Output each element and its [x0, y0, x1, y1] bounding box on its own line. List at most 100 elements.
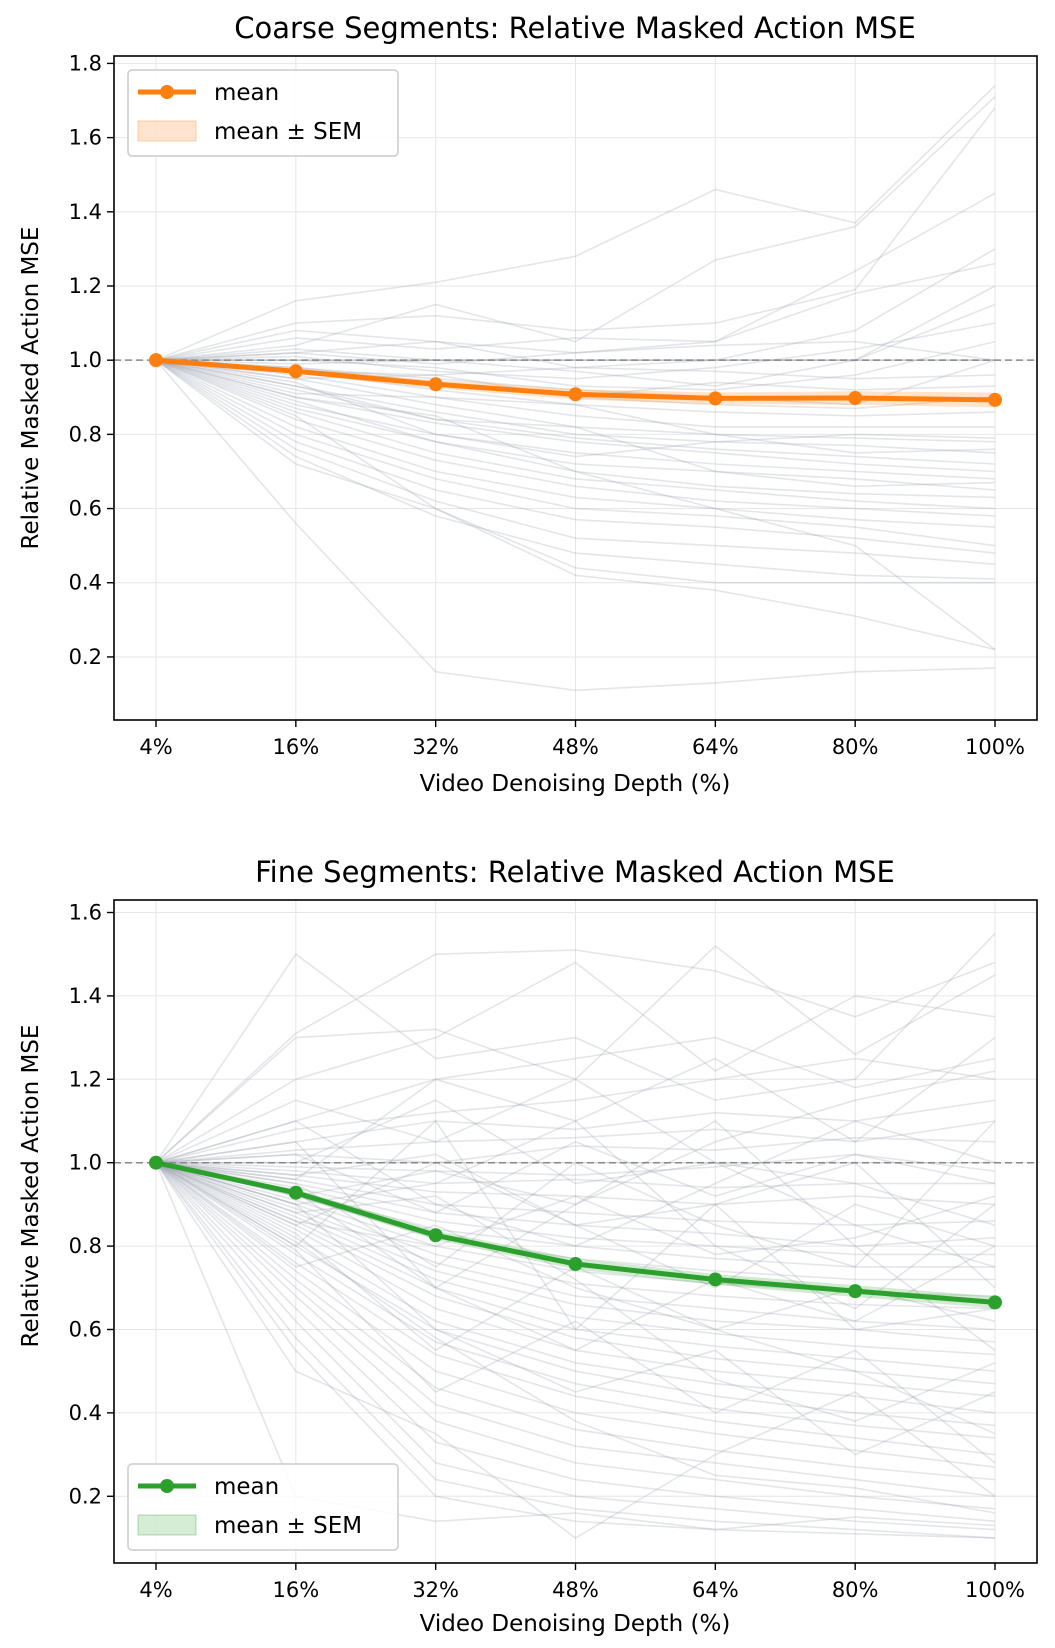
trace-line — [155, 359, 996, 454]
trace-line — [155, 359, 996, 580]
plot-area: 4% 16% 32% 48% 64% 80% 100% 0.2 0.4 0.6 0.8 1.0 1.2 1… — [69, 51, 1038, 759]
legend-label-sem: mean ± SEM — [214, 1513, 362, 1539]
fine-segments-chart: Fine Segments: Relative Masked Action MS… — [18, 855, 1038, 1637]
mean-point — [288, 364, 303, 379]
trace-line — [155, 1120, 996, 1268]
trace-line — [155, 1120, 996, 1310]
trace-line — [155, 359, 996, 554]
x-tick-label: 16% — [272, 1578, 319, 1602]
x-tick-label: 48% — [552, 735, 599, 759]
trace-line — [155, 359, 996, 473]
trace-line — [155, 359, 996, 499]
legend-label-mean: mean — [214, 1474, 279, 1500]
mean-point — [428, 1228, 443, 1243]
y-tick-label: 0.8 — [69, 422, 102, 446]
x-tick-label: 4% — [139, 1578, 172, 1602]
trace-line — [155, 1161, 996, 1227]
trace-line — [155, 1161, 995, 1189]
trace-line — [155, 1036, 996, 1181]
y-tick-label: 1.6 — [69, 901, 102, 925]
y-tick-label: 0.4 — [69, 1401, 102, 1425]
trace-line — [155, 932, 996, 1164]
x-tick-label: 4% — [139, 735, 172, 759]
trace-line — [155, 1099, 996, 1164]
trace-line — [155, 1162, 996, 1514]
trace-line — [155, 359, 996, 517]
trace-line — [155, 359, 996, 692]
trace-line — [155, 1161, 996, 1289]
y-tick-label: 1.6 — [69, 126, 102, 150]
chart-title: Coarse Segments: Relative Masked Action … — [234, 11, 916, 45]
trace-line — [155, 359, 996, 488]
trace-line — [155, 96, 996, 361]
mean-point — [568, 1257, 583, 1272]
trace-line — [155, 359, 995, 584]
trace-line — [155, 1161, 996, 1310]
trace-line — [155, 1161, 996, 1423]
y-tick-label: 1.0 — [69, 348, 102, 372]
trace-line — [155, 85, 996, 361]
y-tick-label: 1.2 — [69, 1067, 102, 1091]
trace-line — [155, 359, 996, 547]
y-tick-label: 0.8 — [69, 1234, 102, 1258]
trace-line — [155, 1162, 996, 1464]
x-tick-label: 100% — [965, 1578, 1025, 1602]
legend: mean mean ± SEM — [127, 69, 399, 157]
mean-point — [988, 1295, 1002, 1310]
trace-line — [155, 340, 996, 361]
trace-line — [155, 359, 996, 565]
trace-line — [155, 1161, 996, 1256]
trace-line — [155, 1162, 996, 1531]
x-tick-label: 64% — [692, 1578, 739, 1602]
mean-point — [708, 1272, 723, 1287]
mean-point — [149, 353, 163, 368]
x-tick-label: 32% — [412, 1578, 459, 1602]
y-axis-label: Relative Masked Action MSE — [18, 1025, 44, 1348]
trace-line — [155, 1161, 996, 1385]
x-tick-label: 16% — [272, 735, 319, 759]
legend-label-mean: mean — [214, 80, 279, 106]
trace-line — [155, 1161, 996, 1456]
trace-line — [155, 322, 996, 380]
y-tick-label: 0.2 — [69, 1484, 102, 1508]
mean-point — [848, 1284, 863, 1299]
y-tick-label: 1.4 — [69, 984, 102, 1008]
x-tick-label: 48% — [552, 1578, 599, 1602]
legend: mean mean ± SEM — [127, 1463, 399, 1551]
trace-line — [155, 1161, 996, 1372]
trace-line — [155, 1161, 996, 1356]
trace-line — [155, 1161, 996, 1206]
trace-line — [155, 1161, 996, 1397]
y-axis-label: Relative Masked Action MSE — [18, 227, 44, 550]
trace-line — [155, 359, 996, 465]
trace-line — [155, 359, 996, 651]
trace-line — [155, 1161, 996, 1343]
legend-mean-marker — [160, 85, 174, 99]
legend-mean-marker — [160, 1479, 174, 1493]
y-tick-label: 1.2 — [69, 274, 102, 298]
trace-line — [155, 359, 996, 454]
trace-line — [155, 359, 996, 480]
trace-line — [155, 1162, 996, 1481]
x-tick-label: 80% — [832, 1578, 879, 1602]
y-tick-label: 0.2 — [69, 645, 102, 669]
coarse-segments-chart: Coarse Segments: Relative Masked Action … — [18, 11, 1038, 797]
mean-point — [568, 387, 583, 402]
trace-line — [155, 1162, 996, 1539]
trace-line — [155, 359, 996, 491]
mean-point — [149, 1155, 163, 1170]
y-tick-label: 1.4 — [69, 200, 102, 224]
trace-line — [155, 359, 996, 458]
trace-line — [155, 944, 996, 1164]
legend-sem-swatch — [137, 120, 197, 142]
trace-line — [155, 949, 996, 1164]
trace-line — [155, 1140, 996, 1214]
mean-point — [988, 392, 1002, 407]
mean-point — [708, 391, 723, 406]
trace-line — [155, 1153, 996, 1177]
trace-line — [155, 1162, 996, 1456]
trace-line — [155, 1162, 996, 1539]
trace-line — [155, 248, 996, 369]
y-tick-label: 1.0 — [69, 1151, 102, 1175]
